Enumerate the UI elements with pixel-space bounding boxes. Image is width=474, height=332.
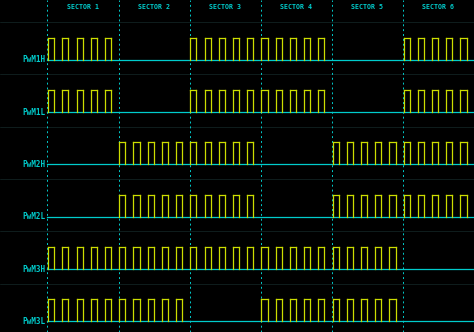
Text: PwM2L: PwM2L [22, 212, 45, 221]
Text: PwM2H: PwM2H [22, 160, 45, 169]
Text: SECTOR 3: SECTOR 3 [209, 4, 241, 10]
Text: SECTOR 2: SECTOR 2 [138, 4, 170, 10]
Text: SECTOR 6: SECTOR 6 [422, 4, 455, 10]
Text: PwM3H: PwM3H [22, 265, 45, 274]
Text: SECTOR 5: SECTOR 5 [351, 4, 383, 10]
Text: PwM3L: PwM3L [22, 317, 45, 326]
Text: SECTOR 4: SECTOR 4 [280, 4, 312, 10]
Text: PwM1H: PwM1H [22, 55, 45, 64]
Text: SECTOR 1: SECTOR 1 [67, 4, 99, 10]
Text: PwM1L: PwM1L [22, 108, 45, 117]
